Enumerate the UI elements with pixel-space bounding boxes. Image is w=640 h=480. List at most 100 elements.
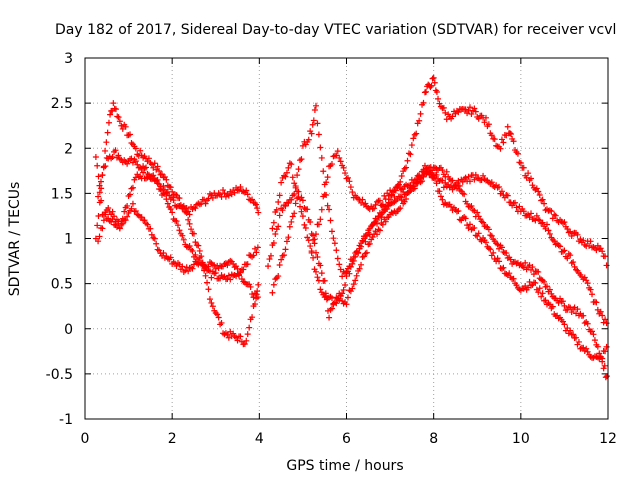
data-point (347, 184, 354, 191)
data-point (237, 183, 244, 190)
data-point (317, 262, 324, 269)
data-point (328, 295, 335, 302)
data-point (352, 277, 359, 284)
data-point (461, 191, 468, 198)
data-point (339, 273, 346, 280)
data-point (125, 132, 132, 139)
data-point (276, 212, 283, 219)
data-point (137, 164, 144, 171)
data-point (127, 131, 134, 138)
data-point (249, 196, 256, 203)
data-point (270, 240, 277, 247)
data-point (429, 167, 436, 174)
data-point (100, 217, 107, 224)
data-point (97, 178, 104, 185)
data-point (202, 272, 209, 279)
data-point (285, 164, 292, 171)
data-point (573, 334, 580, 341)
data-point (291, 210, 298, 217)
data-point (433, 89, 440, 96)
data-point (96, 233, 103, 240)
data-point (549, 215, 556, 222)
series-track-d (95, 200, 261, 283)
data-point (240, 266, 247, 273)
data-point (95, 193, 102, 200)
data-point (532, 279, 539, 286)
data-point (282, 202, 289, 209)
data-point (466, 178, 473, 185)
data-point (371, 205, 378, 212)
data-point (440, 184, 447, 191)
data-point (217, 321, 224, 328)
data-point (295, 188, 302, 195)
data-point (208, 299, 215, 306)
data-point (363, 249, 370, 256)
data-point (374, 217, 381, 224)
data-point (442, 109, 449, 116)
data-point (525, 211, 532, 218)
data-point (324, 174, 331, 181)
data-point (269, 225, 276, 232)
data-point (185, 268, 192, 275)
data-point (564, 225, 571, 232)
x-tick-label: 2 (168, 431, 177, 447)
data-point (593, 299, 600, 306)
data-point (246, 324, 253, 331)
data-point (95, 213, 102, 220)
data-point (538, 220, 545, 227)
data-point (164, 200, 171, 207)
data-point (99, 171, 106, 178)
data-point (279, 252, 286, 259)
data-point (413, 130, 420, 137)
data-point (539, 219, 546, 226)
data-point (266, 256, 273, 263)
data-point (255, 209, 262, 216)
data-point (353, 272, 360, 279)
data-point (362, 250, 369, 257)
data-point (482, 223, 489, 230)
data-point (504, 192, 511, 199)
data-point (398, 172, 405, 179)
data-point (128, 185, 135, 192)
chart-title: Day 182 of 2017, Sidereal Day-to-day VTE… (55, 22, 616, 38)
data-point (352, 253, 359, 260)
data-point (103, 139, 110, 146)
data-point (156, 168, 163, 175)
data-point (481, 119, 488, 126)
data-point (326, 206, 333, 213)
data-point (289, 213, 296, 220)
data-point (546, 207, 553, 214)
data-point (143, 220, 150, 227)
data-point (590, 243, 597, 250)
data-point (439, 196, 446, 203)
data-point (163, 196, 170, 203)
data-point (92, 154, 99, 161)
data-point (320, 168, 327, 175)
data-point (174, 222, 181, 229)
data-point (439, 167, 446, 174)
data-point (312, 102, 319, 109)
data-point (129, 184, 136, 191)
data-point (346, 178, 353, 185)
data-point (250, 252, 257, 259)
data-point (128, 139, 135, 146)
data-point (314, 254, 321, 261)
data-point (180, 236, 187, 243)
data-point (597, 354, 604, 361)
data-point (542, 297, 549, 304)
data-point (389, 187, 396, 194)
data-point (118, 122, 125, 129)
data-point (358, 261, 365, 268)
data-point (299, 142, 306, 149)
data-point (599, 248, 606, 255)
data-point (286, 160, 293, 167)
data-point (455, 207, 462, 214)
data-point (214, 311, 221, 318)
data-point (208, 274, 215, 281)
data-point (124, 202, 131, 209)
data-point (362, 238, 369, 245)
data-point (179, 232, 186, 239)
data-point (410, 135, 417, 142)
data-point (109, 153, 116, 160)
data-point (535, 216, 542, 223)
